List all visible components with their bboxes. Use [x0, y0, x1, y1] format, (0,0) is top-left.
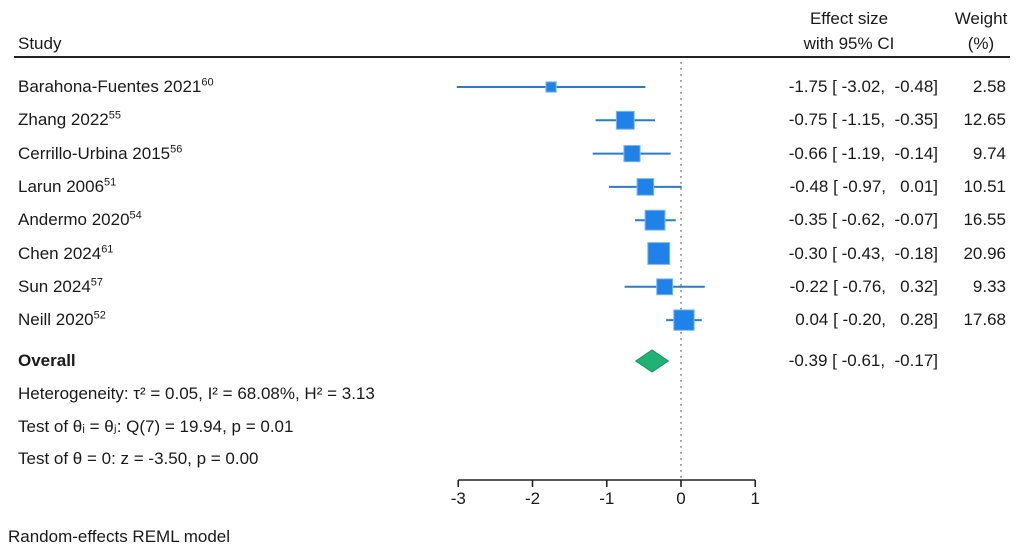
x-axis-tick-label: 1	[751, 489, 760, 508]
overall-effect-size-value: -0.39 [ -0.61, -0.17]	[788, 351, 938, 370]
model-note: Random-effects REML model	[8, 527, 231, 546]
study-name: Chen 2024	[18, 243, 102, 263]
weight-value: 16.55	[963, 210, 1006, 230]
study-label: Andermo 202054	[18, 210, 142, 230]
study-name: Neill 2020	[18, 310, 94, 330]
study-column-header: Study	[18, 34, 62, 53]
effect-square-marker	[656, 278, 674, 296]
study-reference-number: 55	[108, 109, 121, 122]
study-label: Cerrillo-Urbina 201556	[18, 142, 183, 164]
study-label: Larun 200651	[18, 177, 116, 197]
study-name: Andermo 2020	[18, 210, 130, 230]
effect-size-value: -0.75 [ -1.15, -0.35]	[788, 110, 938, 130]
effect-square-marker	[545, 81, 557, 93]
weight-value: 10.51	[963, 176, 1006, 196]
overall-diamond	[634, 349, 670, 373]
weight-column-header-line2: (%)	[967, 34, 995, 53]
study-label: Sun 202457	[18, 277, 103, 297]
x-axis-tick-label: 0	[676, 489, 685, 508]
weight-value: 12.65	[963, 110, 1006, 130]
test-theta-equality: Test of θᵢ = θⱼ: Q(7) = 19.94, p = 0.01	[18, 417, 294, 436]
effect-size-value: -0.22 [ -0.76, 0.32]	[789, 276, 938, 296]
overall-label: Overall	[18, 351, 76, 370]
study-label: Neill 202052	[18, 310, 106, 330]
x-axis-tick-label: -1	[599, 489, 614, 508]
effect-size-value: 0.04 [ -0.20, 0.28]	[795, 310, 938, 330]
effect-size-value: -0.35 [ -0.62, -0.07]	[788, 210, 938, 230]
study-label: Zhang 202255	[18, 110, 121, 130]
test-theta-zero: Test of θ = 0: z = -3.50, p = 0.00	[18, 449, 259, 468]
x-axis-tick-label: -2	[525, 489, 540, 508]
effect-square-marker	[673, 309, 695, 331]
study-reference-number: 57	[90, 276, 104, 289]
effect-size-value: -0.48 [ -0.97, 0.01]	[789, 176, 938, 196]
effect-size-value: -0.66 [ -1.19, -0.14]	[788, 143, 938, 163]
effect-size-column-header-line1: Effect size	[809, 9, 889, 28]
study-name: Zhang 2022	[18, 110, 109, 130]
weight-value: 2.58	[972, 77, 1006, 96]
study-name: Cerrillo-Urbina 2015	[18, 143, 171, 163]
effect-size-value: -1.75 [ -3.02, -0.48]	[788, 77, 938, 96]
header-divider-line	[14, 56, 1010, 58]
weight-column-header-line1: Weight	[954, 9, 1008, 28]
study-reference-number: 60	[201, 76, 214, 89]
study-label: Chen 202461	[18, 242, 114, 264]
study-label: Barahona-Fuentes 202160	[18, 77, 214, 97]
effect-square-marker	[615, 110, 635, 130]
effect-square-marker	[647, 242, 671, 265]
effect-size-value: -0.30 [ -0.43, -0.18]	[788, 243, 938, 263]
effect-size-column-header-line2: with 95% CI	[803, 34, 895, 53]
study-reference-number: 56	[170, 142, 183, 155]
study-reference-number: 51	[104, 176, 117, 189]
study-reference-number: 61	[101, 242, 114, 255]
study-reference-number: 52	[93, 309, 106, 322]
study-name: Barahona-Fuentes 2021	[18, 77, 202, 96]
study-name: Larun 2006	[18, 176, 105, 196]
study-name: Sun 2024	[18, 276, 91, 296]
effect-square-marker	[644, 209, 666, 231]
effect-square-marker	[623, 145, 641, 163]
weight-value: 17.68	[963, 310, 1006, 330]
effect-square-marker	[636, 178, 655, 196]
weight-value: 20.96	[963, 243, 1006, 263]
x-axis-tick-label: -3	[451, 489, 466, 508]
heterogeneity-stats: Heterogeneity: τ² = 0.05, I² = 68.08%, H…	[18, 384, 375, 403]
weight-value: 9.33	[972, 276, 1006, 296]
weight-value: 9.74	[972, 143, 1006, 163]
study-reference-number: 54	[129, 209, 142, 222]
